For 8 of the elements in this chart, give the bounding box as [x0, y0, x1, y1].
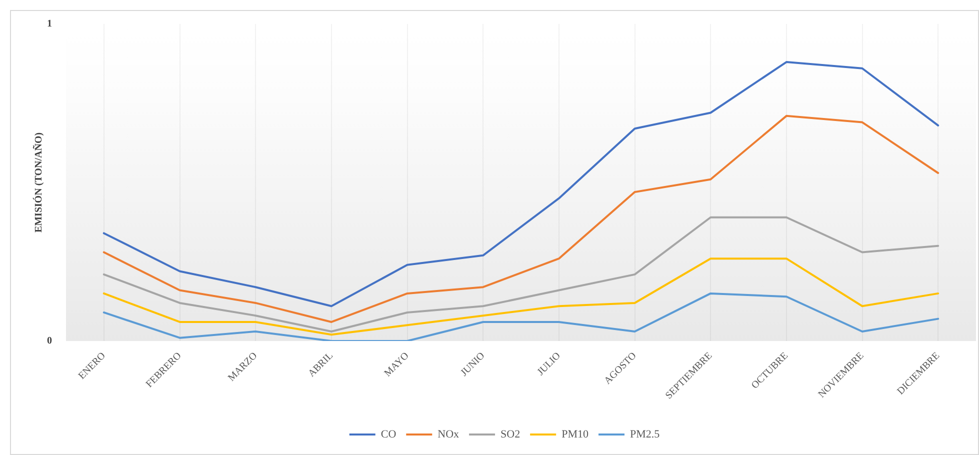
legend-label: PM10 [562, 428, 589, 440]
y-axis-title: EMISIÓN (TON/AÑO) [32, 132, 45, 233]
legend-label: PM2.5 [630, 428, 660, 440]
y-tick-label: 1 [47, 18, 52, 30]
legend-label: NOx [438, 428, 460, 440]
legend-label: SO2 [500, 428, 520, 440]
legend-label: CO [380, 428, 396, 440]
y-tick-label: 0 [47, 336, 52, 347]
